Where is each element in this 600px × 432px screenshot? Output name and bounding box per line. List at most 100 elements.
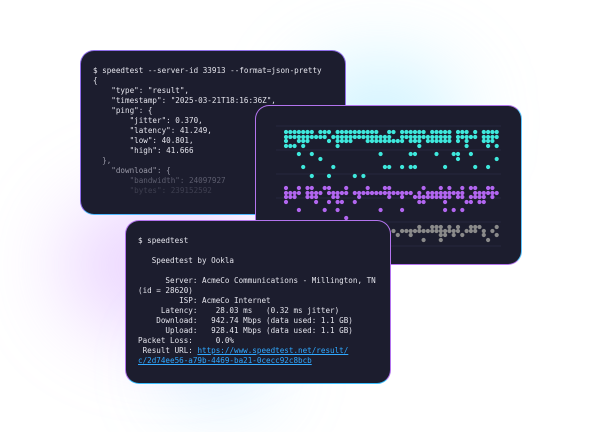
json-line: "timestamp": "2025-03-21T18:16:36Z", xyxy=(93,96,276,105)
chart-dot xyxy=(486,134,491,140)
json-line: "bandwidth": 24097927 xyxy=(93,176,226,185)
chart-dot xyxy=(494,232,499,238)
chart-dot xyxy=(417,143,422,149)
chart-dot xyxy=(369,129,375,135)
chart-dot xyxy=(326,138,332,144)
chart-dot xyxy=(404,134,409,140)
chart-dot xyxy=(326,190,332,196)
chart-dot xyxy=(378,134,383,140)
chart-dot xyxy=(447,228,452,234)
chart-dot xyxy=(344,138,349,144)
chart-dot xyxy=(455,134,461,140)
chart-dot xyxy=(352,173,357,179)
chart-dot xyxy=(305,129,310,135)
json-line: { xyxy=(93,76,98,85)
chart-dot xyxy=(357,194,362,200)
chart-dot xyxy=(468,185,473,191)
chart-dot xyxy=(430,228,435,234)
chart-dot xyxy=(391,228,396,234)
chart-dot xyxy=(464,129,469,135)
chart-dot xyxy=(348,129,353,135)
json-line: "latency": 41.249, xyxy=(93,126,212,135)
chart-dot xyxy=(331,134,336,140)
chart-dot xyxy=(400,190,405,196)
chart-dot xyxy=(344,185,349,191)
chart-dot xyxy=(283,194,289,200)
chart-dot xyxy=(451,232,456,238)
chart-dot xyxy=(309,190,314,196)
chart-dot xyxy=(400,164,405,170)
chart-dot xyxy=(486,190,491,196)
chart-dot xyxy=(305,134,310,140)
chart-dot xyxy=(481,194,486,200)
chart-dot xyxy=(494,190,499,196)
chart-dot xyxy=(430,129,435,135)
chart-dot xyxy=(387,194,392,200)
chart-dot xyxy=(421,134,426,140)
chart-dot xyxy=(408,151,413,157)
result-url-link[interactable]: c/2d74ee56-a79b-4469-ba21-0cecc92c8bcb xyxy=(138,356,312,365)
chart-dot xyxy=(451,151,456,157)
chart-dot xyxy=(378,151,383,157)
chart-dot xyxy=(339,190,344,196)
chart-dot xyxy=(331,164,336,170)
chart-dot xyxy=(430,190,435,196)
chart-dot xyxy=(460,207,465,213)
json-line: "download": { xyxy=(93,166,171,175)
chart-dot xyxy=(318,190,323,196)
chart-dot xyxy=(490,138,495,144)
chart-dot xyxy=(288,190,293,196)
chart-dot xyxy=(490,185,495,191)
chart-dot xyxy=(301,134,306,140)
chart-dot xyxy=(301,143,306,149)
chart-dot xyxy=(464,143,469,149)
chart-dot xyxy=(344,134,349,140)
chart-dot xyxy=(382,185,387,191)
chart-dot xyxy=(408,134,413,140)
output-line: Packet Loss: 0.0% xyxy=(138,336,235,345)
chart-dot xyxy=(395,190,400,196)
output-line: Upload: 928.41 Mbps (data used: 1.1 GB) xyxy=(138,326,353,335)
chart-dot xyxy=(477,224,482,230)
chart-dot xyxy=(417,199,422,205)
result-url-link[interactable]: https://www.speedtest.net/result/ xyxy=(197,346,349,355)
chart-dot xyxy=(382,134,387,140)
output-line: Download: 942.74 Mbps (data used: 1.1 GB… xyxy=(138,316,353,325)
chart-dot xyxy=(412,134,418,140)
chart-dot xyxy=(283,143,289,149)
chart-dot xyxy=(296,151,301,157)
chart-dot xyxy=(455,151,461,157)
chart-dot xyxy=(438,228,443,234)
chart-dot xyxy=(468,194,473,200)
chart-dot xyxy=(374,129,379,135)
chart-dot xyxy=(455,138,461,144)
chart-dot xyxy=(421,228,426,234)
chart-dot xyxy=(296,207,301,213)
chart-dot xyxy=(365,185,370,191)
chart-dot xyxy=(314,194,319,200)
chart-dot xyxy=(283,190,289,196)
chart-dot xyxy=(292,143,297,149)
chart-dot xyxy=(357,129,362,135)
chart-dot xyxy=(434,194,439,200)
chart-dot xyxy=(430,224,435,230)
chart-dot xyxy=(369,190,375,196)
chart-dot xyxy=(283,129,289,135)
chart-dot xyxy=(331,194,336,200)
chart-dot xyxy=(309,134,314,140)
chart-dot xyxy=(288,143,293,149)
chart-dot xyxy=(447,224,452,230)
json-line: "high": 41.666 xyxy=(93,146,194,155)
chart-dot xyxy=(400,129,405,135)
chart-dot xyxy=(309,194,314,200)
output-line: Latency: 28.03 ms (0.32 ms jitter) xyxy=(138,306,340,315)
chart-dot xyxy=(412,138,418,144)
chart-dot xyxy=(400,207,405,213)
chart-dot xyxy=(455,228,461,234)
chart-dot xyxy=(481,228,486,234)
chart-dot xyxy=(404,129,409,135)
chart-dot xyxy=(305,185,310,191)
chart-dot xyxy=(421,237,426,243)
chart-dot xyxy=(288,194,293,200)
chart-dot xyxy=(421,129,426,135)
